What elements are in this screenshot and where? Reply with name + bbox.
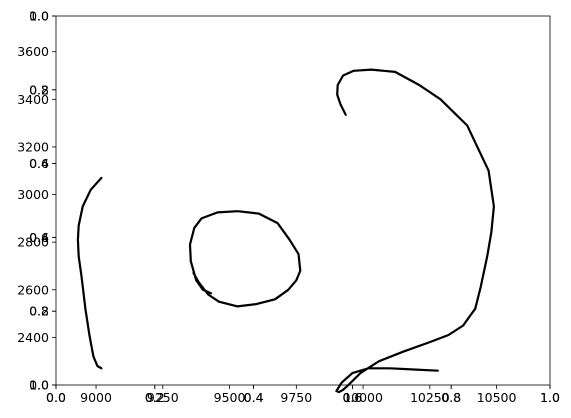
y-tick-label-0-3: 3000 <box>17 187 49 202</box>
x-tick-label-0-6: 10500 <box>477 390 517 405</box>
x-tick-label-2-5: 1.0 <box>540 390 560 405</box>
y-tick-label-0-5: 3400 <box>17 92 49 107</box>
y-tick-label-0-4: 3200 <box>17 139 49 154</box>
x-tick-label-0-5: 10250 <box>410 390 450 405</box>
y-tick-label-0-6: 3600 <box>17 44 49 59</box>
x-tick-label-0-2: 9500 <box>214 390 246 405</box>
x-tick-label-0-3: 9750 <box>280 390 312 405</box>
x-tick-label-1-4: 0.8 <box>441 390 461 405</box>
plot-frame <box>55 15 551 386</box>
y-tick-label-1-5: 1.0 <box>29 9 49 24</box>
y-tick-label-1-2: 0.4 <box>29 230 49 245</box>
y-tick-label-1-4: 0.8 <box>29 82 49 97</box>
y-tick-label-2-2: 0.4 <box>29 156 49 171</box>
y-tick-label-2-0: 0.0 <box>29 9 49 24</box>
y-tick-label-1-3: 0.6 <box>29 156 49 171</box>
y-tick-label-0-2: 2800 <box>17 235 49 250</box>
stroke-line-3 <box>336 68 495 310</box>
x-tick-label-2-1: 0.2 <box>145 390 165 405</box>
x-tick-label-0-4: 10000 <box>343 390 383 405</box>
y-tick-label-2-5: 1.0 <box>29 378 49 393</box>
stroke-line-4 <box>335 307 477 394</box>
y-tick-label-0-0: 2400 <box>17 330 49 345</box>
x-tick-label-0-1: 9250 <box>147 390 179 405</box>
x-tick-label-1-3: 0.6 <box>342 390 362 405</box>
y-tick-label-1-1: 0.2 <box>29 304 49 319</box>
y-tick-label-0-1: 2600 <box>17 282 49 297</box>
x-tick-label-2-0: 0.0 <box>46 390 66 405</box>
x-tick-label-2-4: 0.8 <box>441 390 461 405</box>
y-tick-label-1-0: 0.0 <box>29 378 49 393</box>
x-tick-label-2-3: 0.6 <box>342 390 362 405</box>
y-tick-label-2-4: 0.8 <box>29 304 49 319</box>
x-tick-label-2-2: 0.4 <box>244 390 264 405</box>
x-tick-label-1-2: 0.4 <box>244 390 264 405</box>
x-tick-label-1-5: 1.0 <box>540 390 560 405</box>
x-tick-label-1-1: 0.2 <box>145 390 165 405</box>
stroke-line-1 <box>76 176 103 370</box>
x-tick-label-0-0: 9000 <box>80 390 112 405</box>
x-tick-label-1-0: 0.0 <box>46 390 66 405</box>
y-tick-label-2-3: 0.6 <box>29 230 49 245</box>
stroke-line-2 <box>188 210 302 308</box>
y-tick-label-2-1: 0.2 <box>29 82 49 97</box>
